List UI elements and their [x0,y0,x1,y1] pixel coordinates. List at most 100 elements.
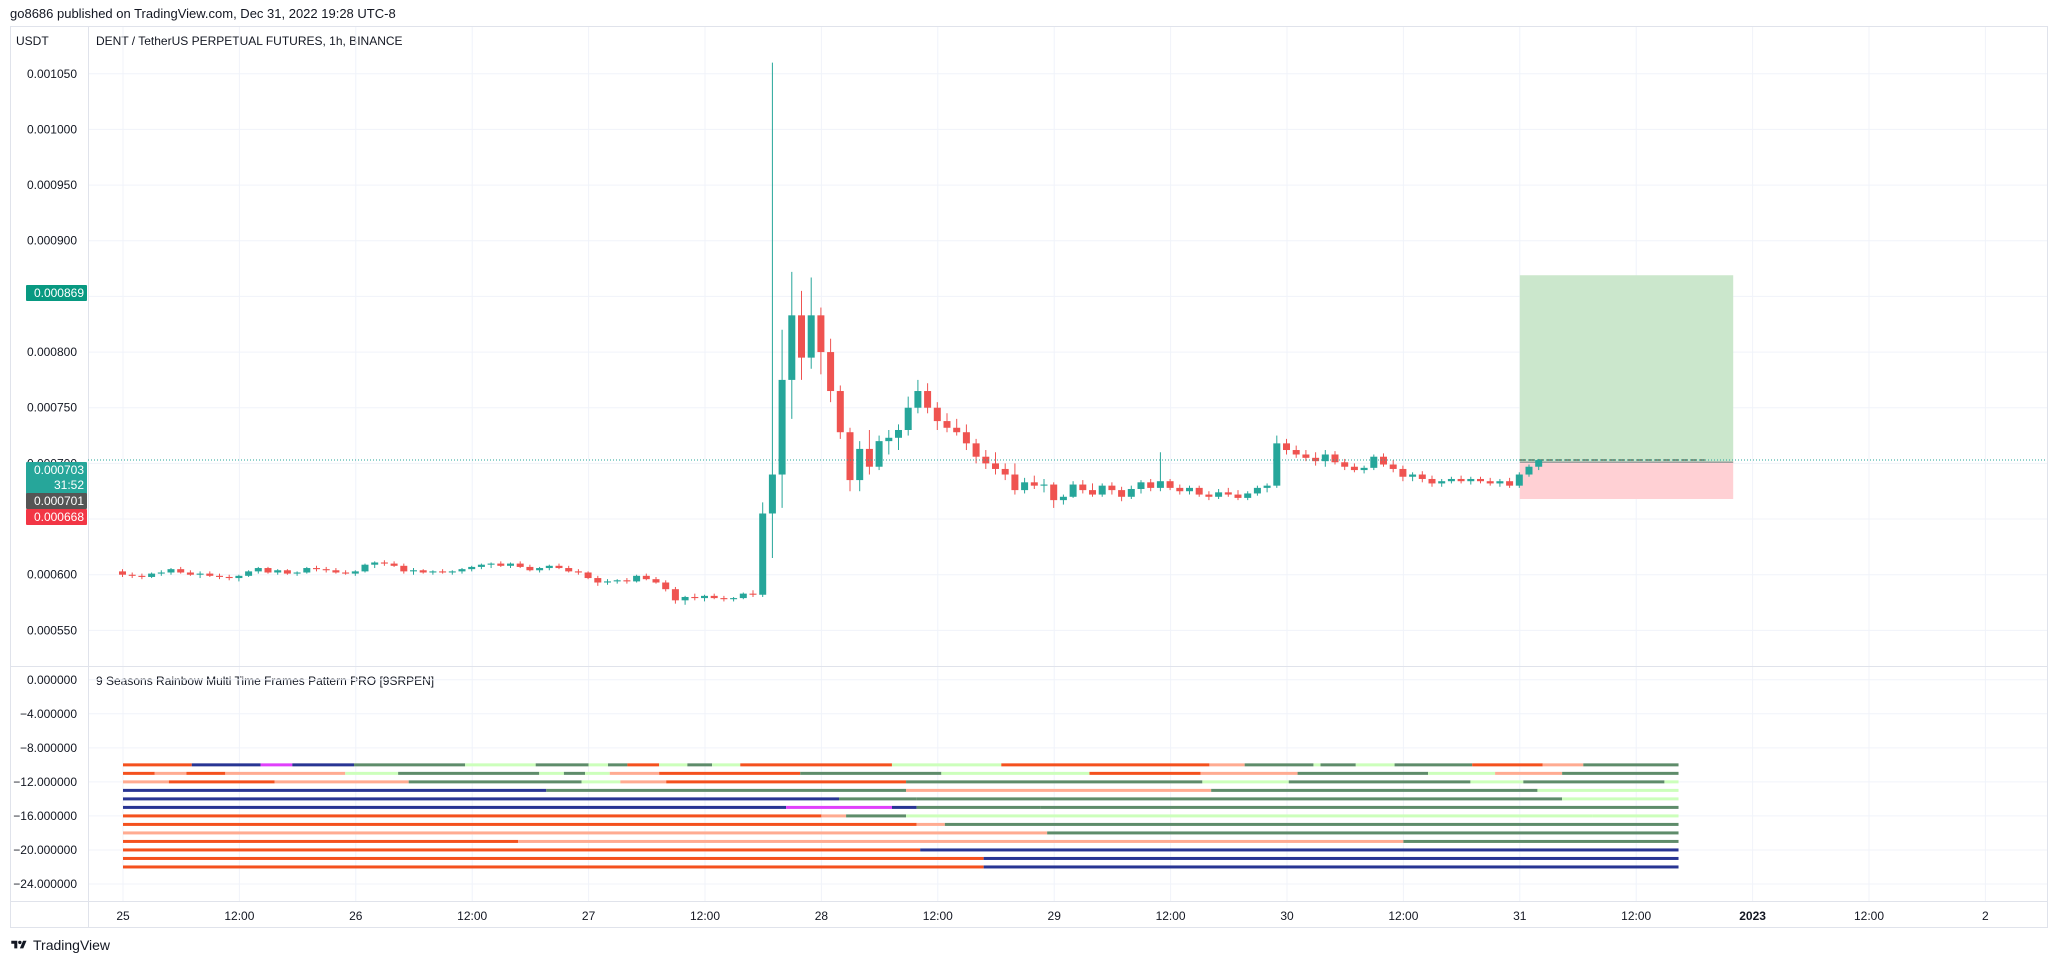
candle-body [1467,478,1475,482]
rainbow-segment [563,771,586,775]
candle-body [410,570,417,572]
price-tag [26,493,87,509]
candle-body [759,513,767,595]
candle-body [574,571,582,573]
candle-body [439,571,447,573]
indicator-title[interactable]: 9 Seasons Rainbow Multi Time Frames Patt… [96,674,435,688]
candle-body [1253,487,1261,494]
candle-body [1438,481,1446,484]
candle-body [895,429,902,438]
rainbow-segment [123,865,984,869]
rainbow-segment [408,780,582,784]
rainbow-segment [1040,805,1679,809]
rainbow-segment [659,771,801,775]
rainbow-segment [123,848,921,852]
rainbow-segment [916,797,1563,801]
rainbow-segment [465,763,536,767]
candle-body [332,570,340,573]
rainbow-segment [941,771,1090,775]
candle-body [507,563,514,566]
candle-body [313,568,320,570]
candle-body [1205,494,1213,497]
candle-body [1350,466,1358,471]
rainbow-segment [123,780,169,784]
indicator-tick-label: −24.000000 [13,877,77,891]
candle-body [604,581,611,583]
candle-body [1137,482,1145,489]
candlestick-series [119,62,1543,605]
long-position-tool[interactable] [1519,275,1734,500]
candle-body [555,565,563,569]
candle-body [1447,478,1455,482]
rainbow-segment [944,822,1679,826]
candle-body [390,563,398,566]
price-tick-label: 0.001050 [27,67,77,81]
profit-zone [1519,275,1734,463]
candle-body [856,448,864,481]
rainbow-segment [1288,780,1471,784]
candle-body [1011,474,1019,491]
rainbow-segment [535,763,589,767]
time-tick-label: 27 [582,909,596,923]
candle-body [1021,482,1029,491]
rainbow-segment [1209,763,1245,767]
candle-body [875,441,883,467]
candle-body [448,571,456,573]
candle-body [972,443,980,457]
price-chart[interactable]: 0.0005500.0006000.0006500.0007000.000750… [11,27,2047,927]
candle-body [1234,494,1242,498]
candle-body [865,448,873,467]
rainbow-segment [123,805,787,809]
rainbow-segment [839,797,917,801]
candle-body [254,568,262,572]
footer-brand-text: TradingView [33,937,111,953]
rainbow-segment [916,805,1041,809]
candle-body [1030,482,1038,486]
candle-body [1515,474,1523,486]
candle-body [361,564,369,572]
indicator-tick-label: −12.000000 [13,775,77,789]
time-tick-label: 12:00 [923,909,953,923]
candle-body [1506,481,1514,486]
rainbow-segment [581,780,621,784]
time-tick-label: 30 [1280,909,1294,923]
price-tick-label: 0.000950 [27,178,77,192]
symbol-title[interactable]: DENT / TetherUS PERPETUAL FUTURES, 1h, B… [96,34,403,48]
rainbow-segment [292,763,355,767]
rainbow-segment [123,831,1048,835]
candle-body [885,437,893,442]
candle-body [1195,487,1203,495]
candle-body [1457,478,1465,482]
rainbow-segment [1562,771,1679,775]
rainbow-segment [123,822,917,826]
candle-body [1399,468,1407,477]
rainbow-segment [123,814,822,818]
rainbow-segment [1495,771,1563,775]
rainbow-segment [687,763,713,767]
candle-body [798,315,805,358]
rainbow-segment [274,780,409,784]
candle-body [380,562,388,564]
candle-body [827,352,835,392]
axes: 0.0005500.0006000.0006500.0007000.000750… [11,27,2047,927]
candle-body [671,589,679,601]
candle-body [788,315,796,380]
candle-body [1108,485,1116,491]
rainbow-segment [800,771,942,775]
rainbow-segment [225,771,346,775]
footer-brand[interactable]: TradingView [10,937,110,953]
rainbow-segment [983,856,1679,860]
chart-frame[interactable]: USDT DENT / TetherUS PERPETUAL FUTURES, … [10,26,2048,928]
candle-body [1098,485,1106,495]
rainbow-segment [1523,780,1665,784]
candle-body [1496,481,1504,484]
price-tick-label: 0.000800 [27,345,77,359]
candle-body [613,580,621,582]
candle-body [138,575,146,577]
candle-body [157,572,165,574]
time-tick-label: 26 [349,909,363,923]
candle-body [536,568,544,571]
rainbow-segment [740,763,892,767]
candle-body [962,432,970,444]
candle-body [1069,484,1077,497]
